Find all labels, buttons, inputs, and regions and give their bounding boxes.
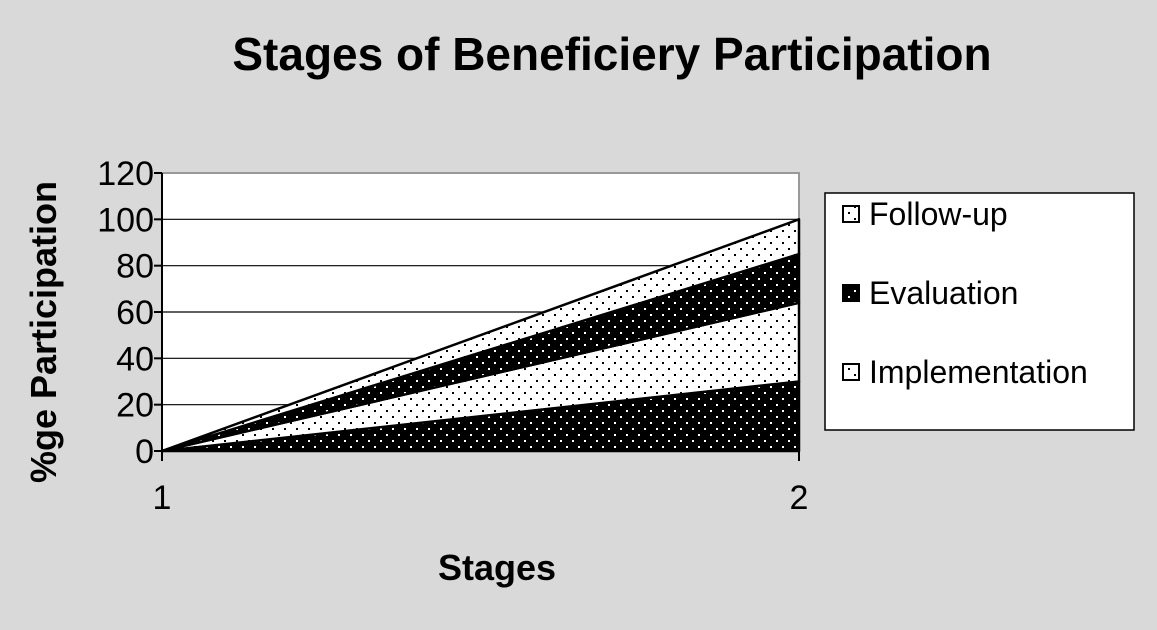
y-tick-label: 120 xyxy=(97,155,154,193)
y-axis-title: %ge Participation xyxy=(23,181,64,483)
legend: Follow-up Evaluation Implementation xyxy=(824,192,1135,431)
y-tick-label: 100 xyxy=(97,201,154,239)
area-series xyxy=(160,173,801,453)
legend-item: Implementation xyxy=(842,354,1088,390)
y-tick-label: 0 xyxy=(135,433,154,471)
legend-item: Evaluation xyxy=(842,275,1018,311)
y-tick-label: 40 xyxy=(116,340,154,378)
legend-label: Implementation xyxy=(869,354,1088,390)
legend-label: Evaluation xyxy=(869,275,1018,311)
legend-item: Follow-up xyxy=(842,196,1008,232)
y-tick-label: 80 xyxy=(116,248,154,286)
legend-box xyxy=(824,192,1135,431)
legend-label: Follow-up xyxy=(869,196,1008,232)
x-tick-label: 1 xyxy=(153,479,172,517)
y-tick-label: 60 xyxy=(116,294,154,332)
x-tick-label: 2 xyxy=(790,479,809,517)
legend-swatch xyxy=(842,205,860,223)
legend-swatch xyxy=(842,284,860,302)
y-axis-ticks: 0 20 40 60 80 100 120 xyxy=(97,155,162,471)
y-tick-label: 20 xyxy=(116,387,154,425)
chart-title: Stages of Beneficiery Participation xyxy=(232,28,991,80)
x-axis-title: Stages xyxy=(438,547,556,588)
legend-swatch xyxy=(842,363,860,381)
area-series-4 xyxy=(160,218,801,453)
